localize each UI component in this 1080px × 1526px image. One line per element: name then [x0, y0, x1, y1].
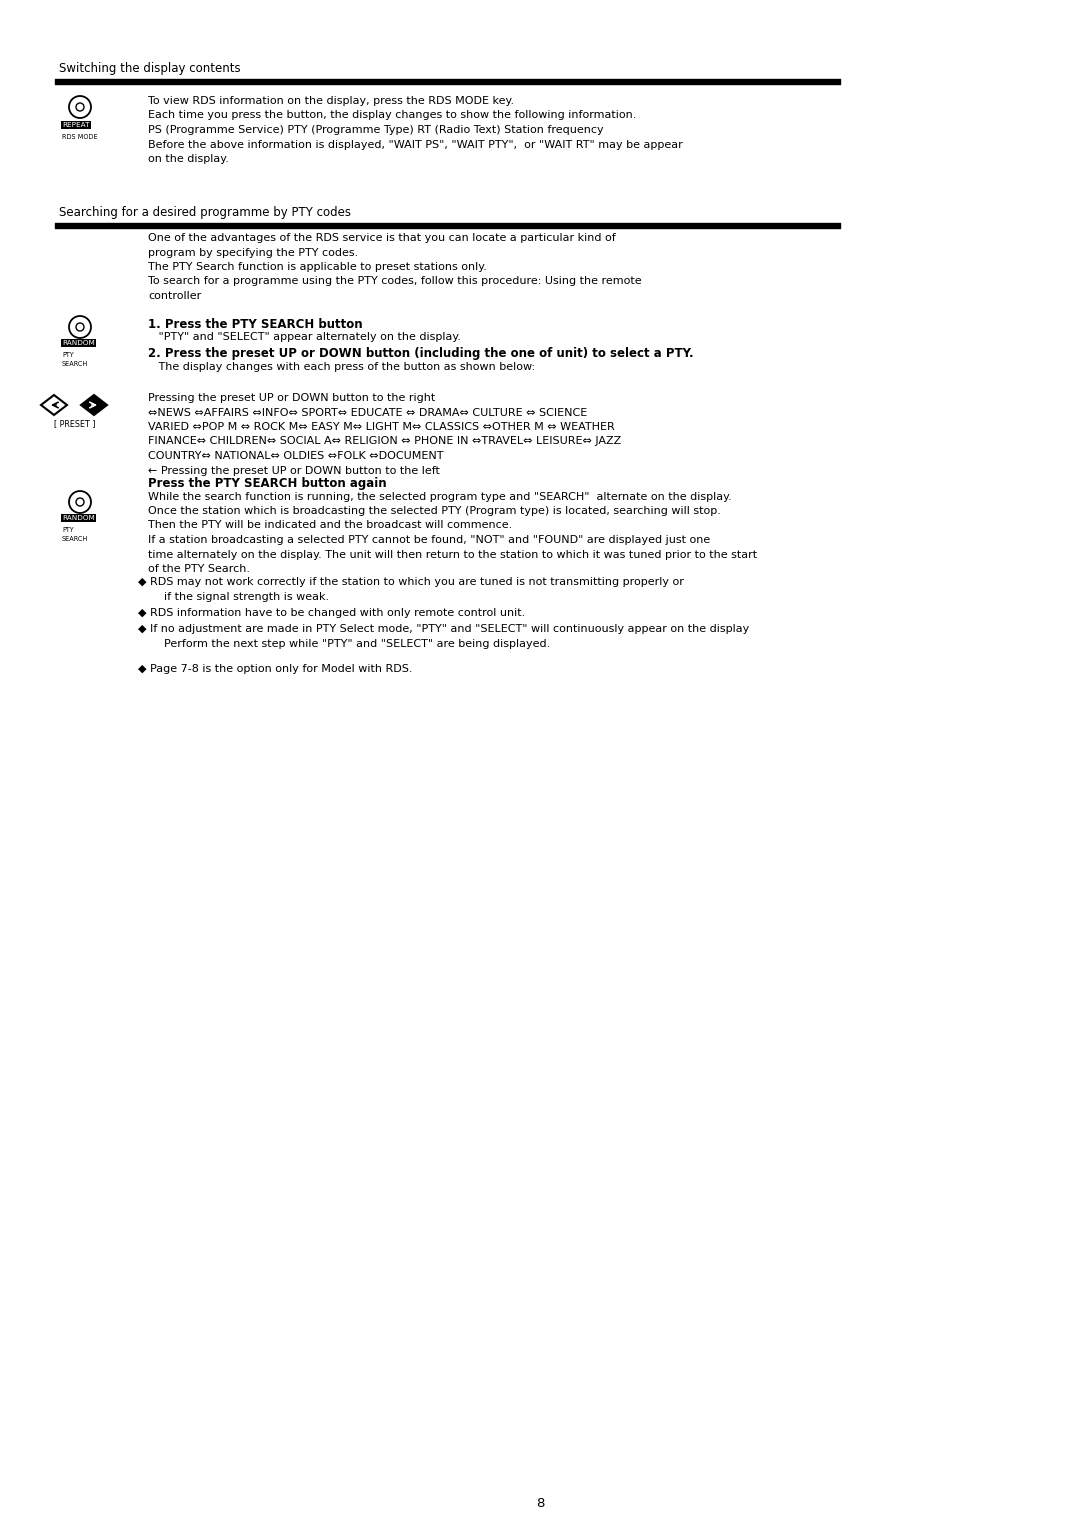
Text: 1. Press the PTY SEARCH button: 1. Press the PTY SEARCH button: [148, 317, 363, 331]
Text: if the signal strength is weak.: if the signal strength is weak.: [150, 592, 329, 601]
Text: Then the PTY will be indicated and the broadcast will commence.: Then the PTY will be indicated and the b…: [148, 520, 512, 531]
Text: RDS MODE: RDS MODE: [62, 134, 97, 140]
Text: ⇔NEWS ⇔AFFAIRS ⇔INFO⇔ SPORT⇔ EDUCATE ⇔ DRAMA⇔ CULTURE ⇔ SCIENCE: ⇔NEWS ⇔AFFAIRS ⇔INFO⇔ SPORT⇔ EDUCATE ⇔ D…: [148, 407, 588, 418]
Text: ◆ RDS information have to be changed with only remote control unit.: ◆ RDS information have to be changed wit…: [138, 607, 525, 618]
Text: RANDOM: RANDOM: [62, 514, 95, 520]
Text: The PTY Search function is applicable to preset stations only.: The PTY Search function is applicable to…: [148, 262, 487, 272]
Text: ◆ RDS may not work correctly if the station to which you are tuned is not transm: ◆ RDS may not work correctly if the stat…: [138, 577, 684, 588]
Text: COUNTRY⇔ NATIONAL⇔ OLDIES ⇔FOLK ⇔DOCUMENT: COUNTRY⇔ NATIONAL⇔ OLDIES ⇔FOLK ⇔DOCUMEN…: [148, 452, 444, 461]
Text: 2. Press the preset UP or DOWN button (including the one of unit) to select a PT: 2. Press the preset UP or DOWN button (i…: [148, 346, 693, 360]
Text: To search for a programme using the PTY codes, follow this procedure: Using the : To search for a programme using the PTY …: [148, 276, 642, 287]
Text: PTY: PTY: [62, 526, 73, 533]
Text: RANDOM: RANDOM: [62, 340, 95, 346]
Text: FINANCE⇔ CHILDREN⇔ SOCIAL A⇔ RELIGION ⇔ PHONE IN ⇔TRAVEL⇔ LEISURE⇔ JAZZ: FINANCE⇔ CHILDREN⇔ SOCIAL A⇔ RELIGION ⇔ …: [148, 436, 621, 447]
Text: SEARCH: SEARCH: [62, 536, 89, 542]
Text: If a station broadcasting a selected PTY cannot be found, "NOT" and "FOUND" are : If a station broadcasting a selected PTY…: [148, 536, 711, 545]
Text: program by specifying the PTY codes.: program by specifying the PTY codes.: [148, 247, 359, 258]
Text: One of the advantages of the RDS service is that you can locate a particular kin: One of the advantages of the RDS service…: [148, 233, 616, 243]
Text: ◆ If no adjustment are made in PTY Select mode, "PTY" and "SELECT" will continuo: ◆ If no adjustment are made in PTY Selec…: [138, 624, 750, 635]
Text: Searching for a desired programme by PTY codes: Searching for a desired programme by PTY…: [59, 206, 351, 220]
Text: time alternately on the display. The unit will then return to the station to whi: time alternately on the display. The uni…: [148, 549, 757, 560]
Polygon shape: [81, 395, 107, 415]
Text: PTY: PTY: [62, 353, 73, 359]
Text: VARIED ⇔POP M ⇔ ROCK M⇔ EASY M⇔ LIGHT M⇔ CLASSICS ⇔OTHER M ⇔ WEATHER: VARIED ⇔POP M ⇔ ROCK M⇔ EASY M⇔ LIGHT M⇔…: [148, 423, 615, 432]
Text: The display changes with each press of the button as shown below:: The display changes with each press of t…: [148, 362, 535, 371]
Text: Pressing the preset UP or DOWN button to the right: Pressing the preset UP or DOWN button to…: [148, 394, 435, 403]
Text: Perform the next step while "PTY" and "SELECT" are being displayed.: Perform the next step while "PTY" and "S…: [150, 639, 550, 649]
Text: Before the above information is displayed, "WAIT PS", "WAIT PTY",  or "WAIT RT" : Before the above information is displaye…: [148, 139, 683, 150]
Text: Press the PTY SEARCH button again: Press the PTY SEARCH button again: [148, 478, 387, 490]
Text: ◆ Page 7-8 is the option only for Model with RDS.: ◆ Page 7-8 is the option only for Model …: [138, 664, 413, 673]
Text: To view RDS information on the display, press the RDS MODE key.: To view RDS information on the display, …: [148, 96, 514, 105]
Text: Switching the display contents: Switching the display contents: [59, 63, 241, 75]
Text: While the search function is running, the selected program type and "SEARCH"  al: While the search function is running, th…: [148, 491, 732, 502]
Text: on the display.: on the display.: [148, 154, 229, 163]
Text: of the PTY Search.: of the PTY Search.: [148, 565, 249, 574]
Text: Once the station which is broadcasting the selected PTY (Program type) is locate: Once the station which is broadcasting t…: [148, 507, 720, 516]
Text: PS (Programme Service) PTY (Programme Type) RT (Radio Text) Station frequency: PS (Programme Service) PTY (Programme Ty…: [148, 125, 604, 134]
Text: controller: controller: [148, 291, 201, 301]
Text: "PTY" and "SELECT" appear alternately on the display.: "PTY" and "SELECT" appear alternately on…: [148, 333, 461, 342]
Text: Each time you press the button, the display changes to show the following inform: Each time you press the button, the disp…: [148, 110, 636, 121]
Text: SEARCH: SEARCH: [62, 362, 89, 366]
Text: [ PRESET ]: [ PRESET ]: [54, 420, 95, 427]
Text: 8: 8: [536, 1497, 544, 1511]
Text: REPEAT: REPEAT: [62, 122, 90, 128]
Text: ← Pressing the preset UP or DOWN button to the left: ← Pressing the preset UP or DOWN button …: [148, 465, 440, 476]
